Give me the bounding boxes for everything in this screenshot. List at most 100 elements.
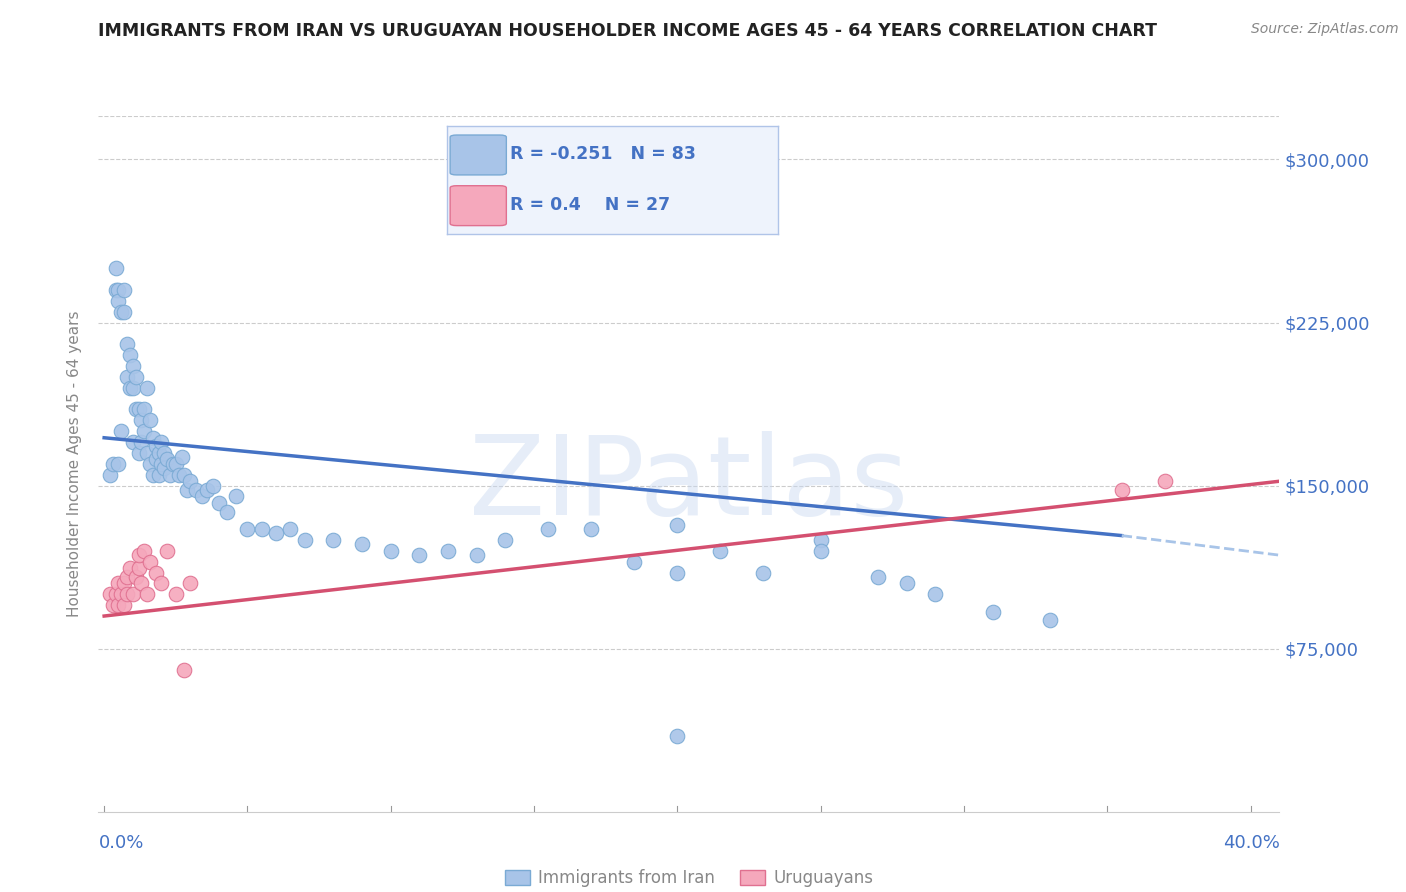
Point: [465, 548, 488, 562]
Point: [437, 544, 460, 558]
Point: [101, 457, 124, 471]
Point: [896, 576, 918, 591]
Point: [98, 587, 121, 601]
Point: [352, 537, 374, 551]
Text: IMMIGRANTS FROM IRAN VS URUGUAYAN HOUSEHOLDER INCOME AGES 45 - 64 YEARS CORRELAT: IMMIGRANTS FROM IRAN VS URUGUAYAN HOUSEH…: [98, 22, 1157, 40]
Point: [148, 446, 170, 460]
Point: [110, 304, 132, 318]
Point: [153, 461, 176, 475]
Point: [134, 544, 156, 558]
Text: 40.0%: 40.0%: [1223, 834, 1279, 852]
Point: [495, 533, 517, 547]
Text: 0.0%: 0.0%: [98, 834, 143, 852]
Point: [666, 566, 689, 580]
Legend: Immigrants from Iran, Uruguayans: Immigrants from Iran, Uruguayans: [498, 863, 880, 892]
Point: [156, 544, 179, 558]
Point: [322, 533, 344, 547]
Point: [107, 598, 129, 612]
Point: [145, 440, 167, 454]
Point: [139, 413, 162, 427]
Point: [981, 605, 1004, 619]
Point: [131, 435, 153, 450]
Point: [145, 566, 167, 580]
Point: [208, 496, 231, 510]
Point: [128, 548, 150, 562]
Point: [666, 517, 689, 532]
Point: [810, 544, 832, 558]
Point: [1111, 483, 1133, 497]
Point: [408, 548, 430, 562]
Point: [112, 283, 135, 297]
Point: [136, 587, 159, 601]
Point: [115, 570, 138, 584]
Point: [195, 483, 218, 497]
Point: [1039, 614, 1062, 628]
Point: [128, 561, 150, 575]
Point: [868, 570, 890, 584]
Point: [104, 587, 127, 601]
Point: [190, 490, 212, 504]
Point: [107, 293, 129, 308]
Point: [202, 478, 225, 492]
Point: [115, 337, 138, 351]
Point: [159, 467, 181, 482]
Point: [294, 533, 316, 547]
Point: [112, 304, 135, 318]
Point: [136, 446, 159, 460]
Point: [118, 561, 141, 575]
Point: [581, 522, 603, 536]
Point: [250, 522, 273, 536]
Point: [121, 359, 143, 373]
Point: [104, 261, 127, 276]
Point: [104, 283, 127, 297]
Point: [115, 587, 138, 601]
Point: [107, 457, 129, 471]
Text: ZIPatlas: ZIPatlas: [470, 431, 908, 538]
Point: [110, 424, 132, 438]
Point: [156, 452, 179, 467]
Text: Source: ZipAtlas.com: Source: ZipAtlas.com: [1251, 22, 1399, 37]
Point: [666, 729, 689, 743]
Point: [264, 526, 287, 541]
Point: [179, 576, 201, 591]
Point: [165, 587, 187, 601]
Point: [179, 475, 201, 489]
Point: [101, 598, 124, 612]
Point: [107, 576, 129, 591]
Point: [184, 483, 207, 497]
Point: [128, 402, 150, 417]
Point: [98, 467, 121, 482]
Point: [225, 490, 247, 504]
Point: [165, 457, 187, 471]
Point: [139, 555, 162, 569]
Point: [125, 369, 148, 384]
Point: [125, 402, 148, 417]
Point: [167, 467, 190, 482]
Point: [176, 483, 198, 497]
Point: [115, 369, 138, 384]
Point: [148, 467, 170, 482]
Point: [131, 576, 153, 591]
Point: [709, 544, 731, 558]
Point: [150, 457, 173, 471]
Point: [134, 424, 156, 438]
Point: [128, 446, 150, 460]
Point: [380, 544, 402, 558]
Point: [150, 576, 173, 591]
Point: [142, 431, 165, 445]
Point: [110, 587, 132, 601]
Point: [107, 283, 129, 297]
Point: [537, 522, 560, 536]
Point: [623, 555, 645, 569]
Point: [153, 446, 176, 460]
Point: [752, 566, 775, 580]
Point: [121, 381, 143, 395]
Point: [112, 576, 135, 591]
Point: [150, 435, 173, 450]
Point: [280, 522, 302, 536]
Point: [112, 598, 135, 612]
Point: [118, 381, 141, 395]
Point: [118, 348, 141, 362]
Y-axis label: Householder Income Ages 45 - 64 years: Householder Income Ages 45 - 64 years: [67, 310, 83, 617]
Point: [1153, 475, 1175, 489]
